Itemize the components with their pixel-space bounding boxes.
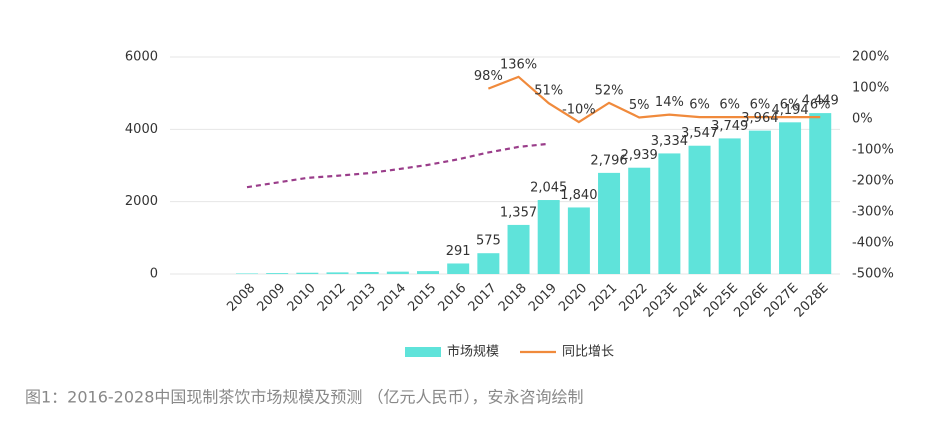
bar bbox=[748, 130, 771, 274]
y-tick-label: 2000 bbox=[125, 194, 158, 209]
data-label: 6% bbox=[780, 98, 801, 113]
line bbox=[487, 75, 821, 124]
bar bbox=[386, 271, 409, 274]
y2-tick-label: -400% bbox=[852, 236, 894, 251]
data-label: 14% bbox=[655, 95, 684, 110]
bar bbox=[356, 272, 379, 274]
data-label: 6% bbox=[750, 98, 771, 113]
bar bbox=[628, 167, 651, 274]
y-tick-label: 0 bbox=[150, 267, 158, 282]
y2-tick-label: 100% bbox=[852, 81, 889, 96]
data-label: -10% bbox=[562, 103, 596, 118]
bar bbox=[477, 253, 500, 274]
data-label: 51% bbox=[534, 84, 563, 99]
data-label: 3,964 bbox=[741, 111, 778, 126]
x-tick-label: 2015 bbox=[405, 281, 439, 315]
data-label: 291 bbox=[446, 244, 471, 259]
data-label: 4,194 bbox=[771, 103, 808, 118]
x-tick-label: 2010 bbox=[285, 281, 319, 315]
y2-tick-label: -300% bbox=[852, 205, 894, 220]
bar bbox=[658, 153, 681, 274]
line bbox=[246, 142, 549, 189]
data-label: 4,449 bbox=[802, 94, 839, 109]
bar bbox=[447, 263, 470, 274]
data-label: 575 bbox=[476, 234, 501, 249]
y2-tick-label: -100% bbox=[852, 143, 894, 158]
data-label: 5% bbox=[629, 98, 650, 113]
data-label: 52% bbox=[595, 83, 624, 98]
y-tick-label: 6000 bbox=[125, 50, 158, 65]
x-tick-label: 2021 bbox=[586, 281, 620, 315]
data-label: 6% bbox=[719, 98, 740, 113]
y2-tick-label: -200% bbox=[852, 174, 894, 189]
data-label: 2,796 bbox=[590, 153, 627, 168]
x-tick-label: 2012 bbox=[315, 281, 349, 315]
x-tick-label: 2028E bbox=[792, 281, 832, 321]
bar bbox=[296, 272, 319, 274]
x-tick-label: 2016 bbox=[435, 281, 469, 315]
y2-tick-label: 0% bbox=[852, 112, 873, 127]
data-label: 136% bbox=[500, 57, 537, 72]
bar bbox=[266, 273, 289, 274]
bar bbox=[809, 113, 832, 274]
x-tick-label: 2013 bbox=[345, 281, 379, 315]
x-tick-label: 2017 bbox=[466, 281, 500, 315]
data-label: 2,045 bbox=[530, 181, 567, 196]
data-label: 3,334 bbox=[651, 134, 688, 149]
bar bbox=[236, 273, 258, 274]
data-label: 6% bbox=[689, 98, 710, 113]
y-tick-label: 4000 bbox=[125, 122, 158, 137]
bar bbox=[567, 207, 590, 274]
bar bbox=[537, 200, 560, 274]
data-label: 1,840 bbox=[560, 188, 597, 203]
bar bbox=[507, 224, 530, 274]
bar bbox=[417, 271, 440, 274]
bar bbox=[718, 138, 741, 274]
bar bbox=[779, 122, 802, 274]
legend-swatch bbox=[405, 347, 441, 357]
x-tick-label: 2009 bbox=[254, 281, 288, 315]
bar bbox=[598, 172, 621, 274]
data-label: 3,547 bbox=[681, 126, 718, 141]
caption: 图1：2016-2028中国现制茶饮市场规模及预测 （亿元人民币），安永咨询绘制 bbox=[25, 388, 583, 407]
x-tick-label: 2019 bbox=[526, 281, 560, 315]
bar bbox=[326, 272, 349, 274]
data-label: 98% bbox=[474, 69, 503, 84]
data-label: 3,749 bbox=[711, 119, 748, 134]
data-label: 6% bbox=[810, 98, 831, 113]
y2-tick-label: 200% bbox=[852, 50, 889, 65]
x-tick-label: 2008 bbox=[224, 281, 258, 315]
x-tick-label: 2020 bbox=[556, 281, 590, 315]
x-tick-label: 2014 bbox=[375, 281, 409, 315]
data-label: 1,357 bbox=[500, 205, 537, 220]
legend-label: 市场规模 bbox=[447, 344, 499, 360]
data-label: 2,939 bbox=[621, 148, 658, 163]
x-tick-label: 2018 bbox=[496, 281, 530, 315]
bar bbox=[688, 145, 711, 274]
y2-tick-label: -500% bbox=[852, 267, 894, 282]
legend-label: 同比增长 bbox=[562, 345, 614, 360]
